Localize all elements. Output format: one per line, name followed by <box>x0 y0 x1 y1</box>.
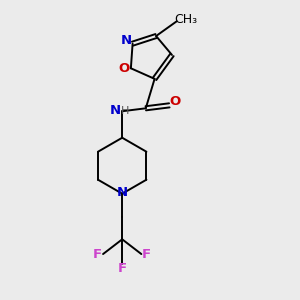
Text: N: N <box>109 104 120 117</box>
Text: H: H <box>121 106 129 116</box>
Text: F: F <box>142 248 151 260</box>
Text: O: O <box>169 95 180 108</box>
Text: CH₃: CH₃ <box>174 13 197 26</box>
Text: O: O <box>118 62 129 75</box>
Text: F: F <box>93 248 102 260</box>
Text: N: N <box>121 34 132 46</box>
Text: N: N <box>117 186 128 199</box>
Text: F: F <box>118 262 127 275</box>
